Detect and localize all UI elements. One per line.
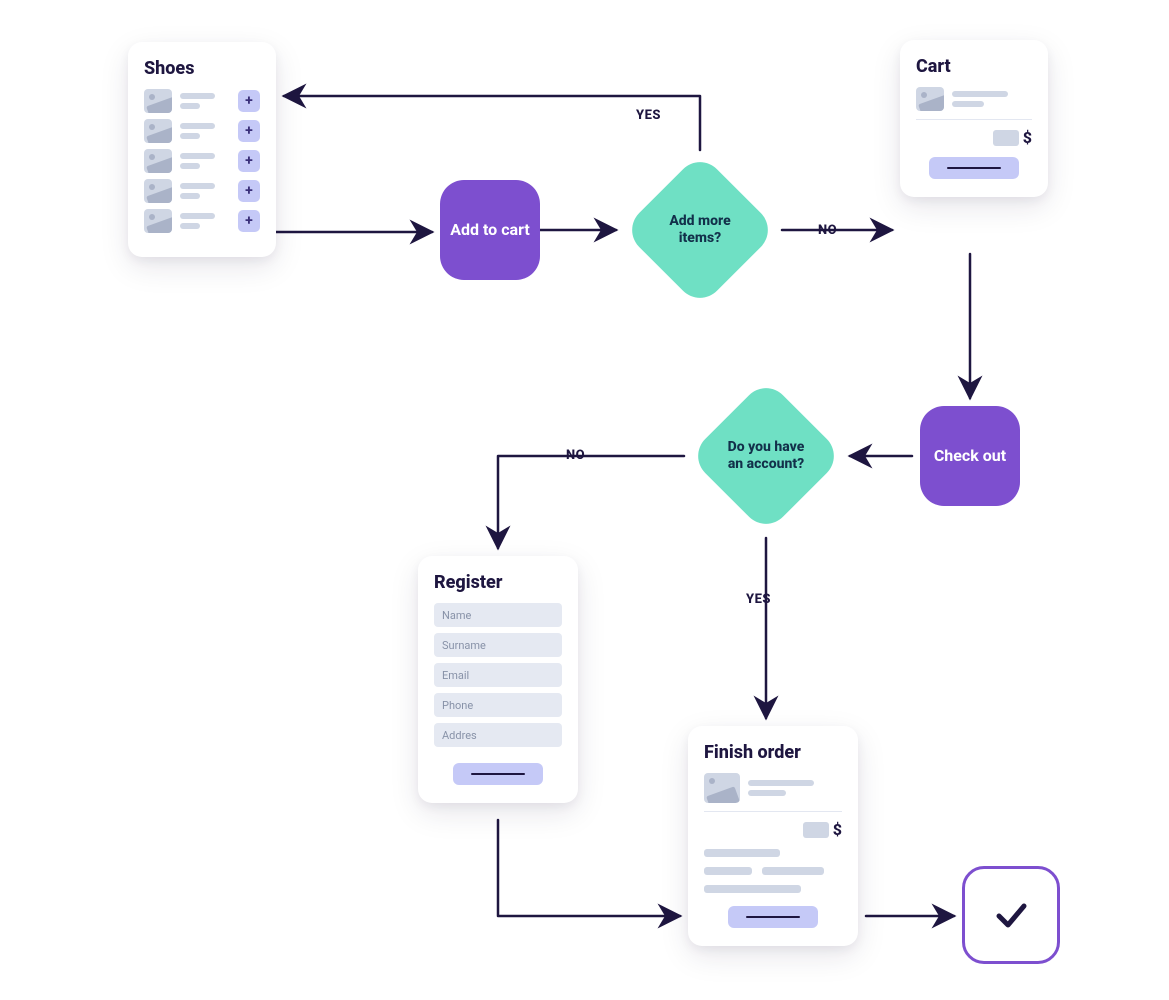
success-node [962, 866, 1060, 964]
image-placeholder-icon [916, 87, 944, 111]
add-to-cart-label: Add to cart [450, 220, 530, 240]
edge-label-yes-1: YES [636, 108, 661, 123]
image-placeholder-icon [704, 773, 740, 803]
finish-total: $ [704, 820, 842, 839]
register-field-email[interactable]: Email [434, 663, 562, 687]
finish-item [704, 773, 842, 803]
add-more-decision: Add more items? [622, 152, 778, 308]
have-account-label: Do you have an account? [711, 401, 821, 511]
add-more-label: Add more items? [645, 175, 755, 285]
have-account-decision: Do you have an account? [688, 378, 844, 534]
shoes-list-item: + [144, 149, 260, 173]
shoes-screen: Shoes + + + + + [128, 42, 276, 257]
image-placeholder-icon [144, 149, 172, 173]
shoes-list-item: + [144, 209, 260, 233]
cart-title: Cart [916, 56, 1032, 77]
finish-title: Finish order [704, 742, 842, 763]
shoes-list-item: + [144, 179, 260, 203]
checkout-node: Check out [920, 406, 1020, 506]
register-submit-button[interactable] [453, 763, 543, 785]
finish-order-screen: Finish order $ [688, 726, 858, 946]
edge-label-no-2: NO [566, 448, 585, 463]
flowchart-canvas: YES NO NO YES Shoes + + + + + Add to car… [0, 0, 1169, 1000]
edge-label-no-1: NO [818, 223, 837, 238]
shoes-list-item: + [144, 89, 260, 113]
edge-label-yes-2: YES [746, 592, 771, 607]
checkout-label: Check out [934, 446, 1006, 466]
register-field-addres[interactable]: Addres [434, 723, 562, 747]
register-field-name[interactable]: Name [434, 603, 562, 627]
currency-symbol: $ [1023, 128, 1032, 147]
add-item-button[interactable]: + [238, 150, 260, 172]
image-placeholder-icon [144, 209, 172, 233]
image-placeholder-icon [144, 179, 172, 203]
add-item-button[interactable]: + [238, 210, 260, 232]
shoes-list-item: + [144, 119, 260, 143]
image-placeholder-icon [144, 89, 172, 113]
add-item-button[interactable]: + [238, 90, 260, 112]
register-screen: Register Name Surname Email Phone Addres [418, 556, 578, 803]
register-field-surname[interactable]: Surname [434, 633, 562, 657]
add-to-cart-node: Add to cart [440, 180, 540, 280]
register-title: Register [434, 572, 562, 593]
cart-screen: Cart $ [900, 40, 1048, 197]
image-placeholder-icon [144, 119, 172, 143]
checkmark-icon [989, 893, 1033, 937]
currency-symbol: $ [833, 820, 842, 839]
add-item-button[interactable]: + [238, 180, 260, 202]
cart-primary-button[interactable] [929, 157, 1019, 179]
finish-confirm-button[interactable] [728, 906, 818, 928]
shoes-title: Shoes [144, 58, 260, 79]
register-field-phone[interactable]: Phone [434, 693, 562, 717]
cart-item [916, 87, 1032, 111]
add-item-button[interactable]: + [238, 120, 260, 142]
cart-total: $ [916, 128, 1032, 147]
